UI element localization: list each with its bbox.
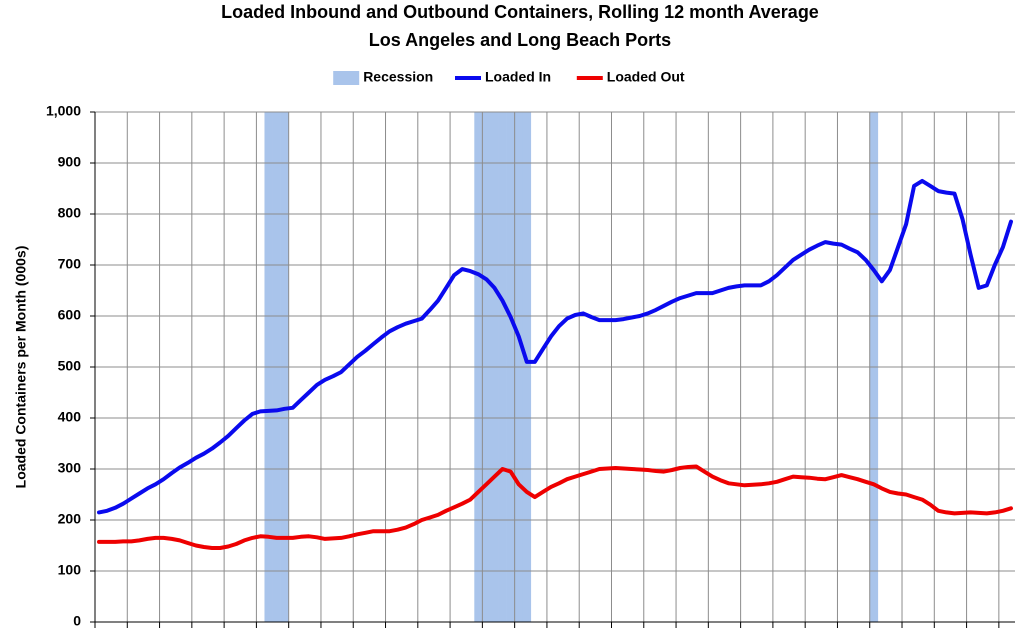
y-tick-label: 700	[58, 256, 82, 272]
data-line	[97, 178, 1013, 515]
y-tick-label: 500	[58, 358, 82, 374]
y-tick-label: 900	[58, 154, 82, 170]
y-tick-label: 1,000	[46, 103, 81, 119]
legend-label: Loaded In	[485, 69, 551, 85]
y-tick-label: 100	[58, 562, 82, 578]
y-tick-label: 800	[58, 205, 82, 221]
y-tick-label: 600	[58, 307, 82, 323]
chart-title: Loaded Inbound and Outbound Containers, …	[221, 2, 819, 22]
legend-label: Loaded Out	[607, 69, 685, 85]
data-line	[97, 464, 1013, 550]
legend-swatch	[333, 71, 360, 85]
legend-label: Recession	[363, 69, 433, 85]
y-axis-label: Loaded Containers per Month (000s)	[13, 246, 29, 489]
y-tick-label: 0	[73, 613, 81, 629]
legend: Recession Loaded In Loaded Out	[333, 69, 685, 85]
y-tick-label: 300	[58, 460, 82, 476]
y-tick-label: 400	[58, 409, 82, 425]
chart-subtitle: Los Angeles and Long Beach Ports	[369, 30, 671, 50]
y-tick-label: 200	[58, 511, 82, 527]
